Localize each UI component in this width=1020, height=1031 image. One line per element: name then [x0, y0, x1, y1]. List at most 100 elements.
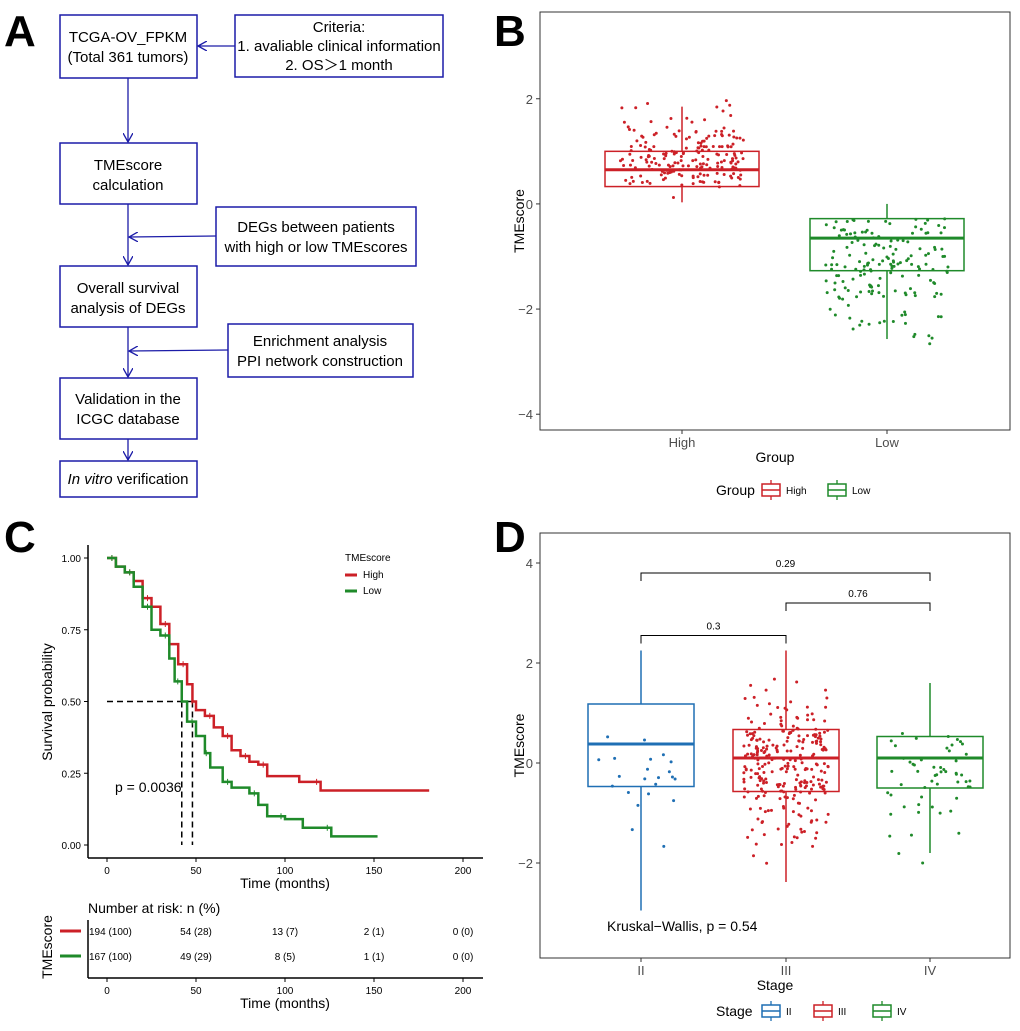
data-point — [656, 776, 660, 780]
data-point — [736, 160, 740, 164]
data-point — [696, 175, 700, 179]
box-degs: DEGs between patients with high or low T… — [215, 206, 417, 267]
data-point — [652, 145, 656, 149]
box-text: TCGA-OV_FPKM — [69, 29, 187, 46]
data-point — [924, 253, 928, 257]
data-point — [659, 173, 663, 177]
data-point — [639, 155, 643, 159]
data-point — [724, 99, 728, 103]
data-point — [684, 146, 688, 150]
data-point — [942, 226, 946, 230]
y-tick-label: 0 — [526, 197, 533, 212]
comparison-p-value: 0.29 — [776, 559, 796, 570]
data-point — [713, 180, 717, 184]
data-point — [798, 753, 802, 757]
data-point — [859, 273, 863, 277]
data-point — [714, 129, 718, 133]
data-point — [834, 220, 838, 224]
data-point — [910, 231, 914, 235]
data-point — [736, 175, 740, 179]
data-point — [628, 152, 632, 156]
panel-letter-b: B — [494, 7, 526, 56]
box-survival: Overall survival analysis of DEGs — [59, 265, 198, 328]
data-point — [626, 790, 630, 794]
data-point — [914, 736, 918, 740]
data-point — [743, 787, 747, 791]
data-point — [755, 753, 759, 757]
box-text: Validation in the — [75, 391, 181, 408]
data-point — [758, 779, 762, 783]
data-point — [911, 762, 915, 766]
data-point — [815, 818, 819, 822]
data-point — [742, 795, 746, 799]
x-tick-label: IV — [924, 963, 937, 978]
data-point — [930, 805, 934, 809]
data-point — [706, 157, 710, 161]
data-point — [939, 292, 943, 296]
data-point — [823, 791, 827, 795]
data-point — [662, 844, 666, 848]
data-point — [691, 182, 695, 186]
data-point — [762, 781, 766, 785]
panel-letter-c: C — [4, 513, 36, 562]
data-point — [679, 154, 683, 158]
data-point — [802, 830, 806, 834]
data-point — [732, 129, 736, 133]
data-point — [821, 784, 825, 788]
data-point — [816, 736, 820, 740]
y-axis-label: Survival probability — [39, 643, 55, 761]
x-tick-label: High — [669, 435, 696, 450]
data-point — [927, 334, 931, 338]
data-point — [862, 264, 866, 268]
data-point — [775, 783, 779, 787]
data-point — [893, 744, 897, 748]
data-point — [662, 152, 666, 156]
data-point — [763, 810, 767, 814]
x-tick-label: 100 — [277, 866, 294, 877]
data-point — [725, 153, 729, 157]
data-point — [806, 718, 810, 722]
data-point — [690, 120, 694, 124]
data-point — [698, 180, 702, 184]
data-point — [750, 828, 754, 832]
data-point — [789, 700, 793, 704]
risk-strata-label: TMEscore — [39, 915, 55, 979]
data-point — [632, 128, 636, 132]
panel-c-survival: 0.00 0.25 0.50 0.75 1.00 0 50 100 150 200 Time (mo… — [39, 545, 483, 1011]
data-point — [909, 254, 913, 258]
data-point — [761, 746, 765, 750]
data-point — [793, 767, 797, 771]
data-point — [713, 134, 717, 138]
data-point — [672, 799, 676, 803]
data-point — [776, 705, 780, 709]
box-IV — [876, 735, 984, 789]
data-point — [956, 780, 960, 784]
data-point — [853, 231, 857, 235]
box-III — [732, 728, 840, 793]
data-point — [745, 730, 749, 734]
data-point — [668, 165, 672, 169]
x-tick-label: II — [637, 963, 644, 978]
data-point — [818, 734, 822, 738]
data-point — [752, 695, 756, 699]
data-point — [697, 146, 701, 150]
data-point — [749, 683, 753, 687]
data-point — [846, 288, 850, 292]
box-text: 2. OS＞1 month — [285, 57, 393, 74]
data-point — [935, 773, 939, 777]
data-point — [734, 156, 738, 160]
data-point — [731, 142, 735, 146]
data-point — [906, 257, 910, 261]
data-point — [769, 808, 773, 812]
data-point — [705, 136, 709, 140]
data-point — [624, 178, 628, 182]
legend-label: III — [838, 1007, 846, 1018]
data-point — [850, 240, 854, 244]
box-text: calculation — [93, 177, 164, 194]
data-point — [699, 141, 703, 145]
data-point — [792, 793, 796, 797]
data-point — [743, 765, 747, 769]
data-point — [720, 132, 724, 136]
data-point — [749, 752, 753, 756]
